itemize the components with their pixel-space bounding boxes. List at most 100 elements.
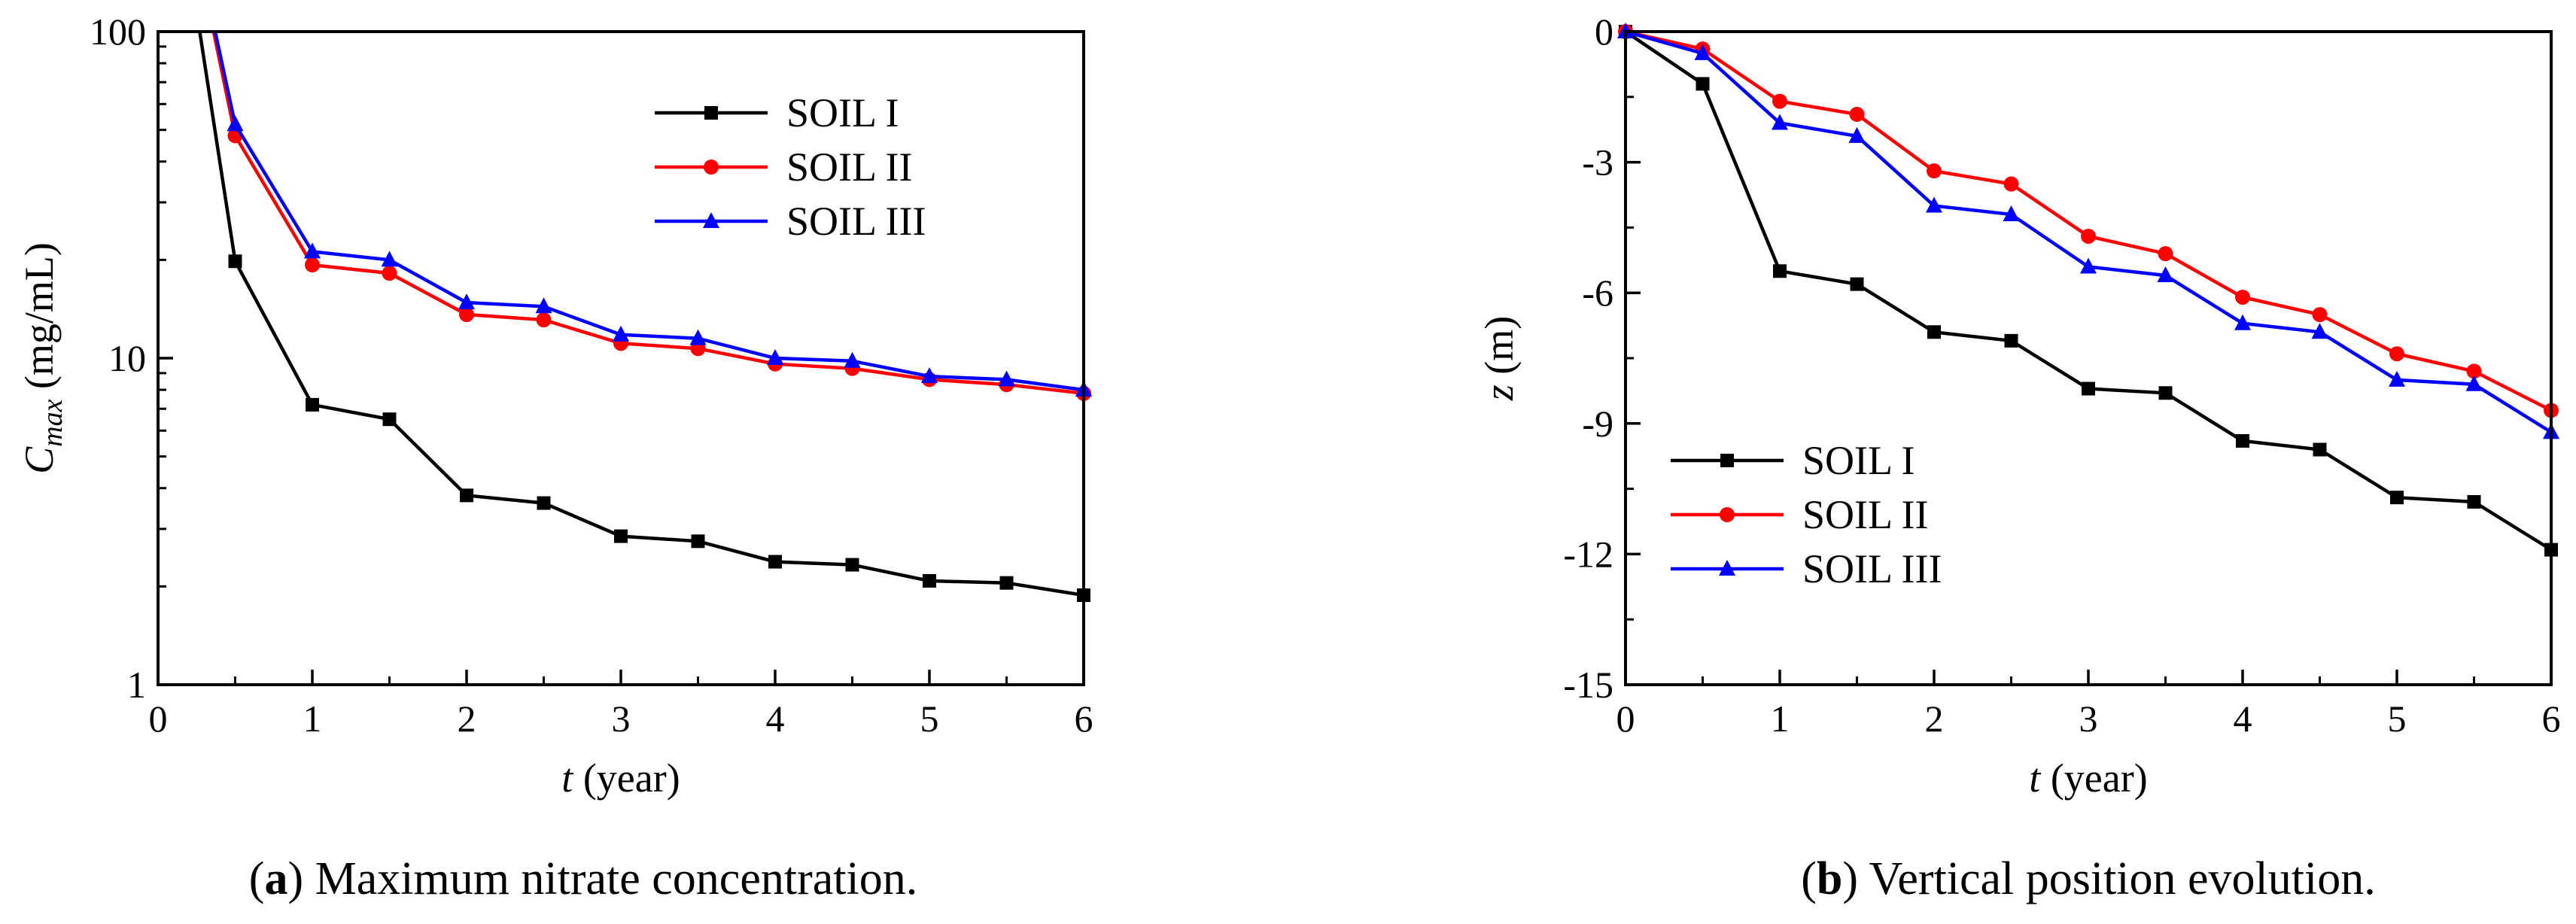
x-tick-label-b-6: 6	[2542, 698, 2561, 740]
series-line-a-3	[213, 32, 1084, 392]
x-axis-unit: (year)	[573, 755, 680, 801]
caption-paren-close: )	[287, 853, 315, 904]
legend-label-3: SOIL III	[1802, 546, 1942, 591]
y-tick-label-a-0: 1	[127, 664, 146, 706]
data-point-b-1-4	[1927, 325, 1941, 339]
y-tick-label-a-2: 100	[90, 11, 146, 53]
data-point-a-1-6	[614, 529, 628, 543]
data-point-b-1-10	[2390, 491, 2404, 505]
x-tick-label-b-1: 1	[1771, 698, 1790, 740]
x-tick-label-b-5: 5	[2388, 698, 2407, 740]
y-axis-subscript: max	[37, 399, 68, 446]
y-axis-unit: (mg/mL)	[17, 242, 62, 399]
data-point-a-2-2	[305, 257, 320, 273]
legend-marker-3	[703, 212, 719, 228]
data-point-b-2-9	[2312, 307, 2328, 323]
data-point-a-1-11	[999, 576, 1014, 590]
legend-marker-1	[1720, 454, 1734, 467]
data-point-b-1-8	[2236, 433, 2249, 448]
data-point-b-3-9	[2311, 323, 2328, 339]
legend-label-1: SOIL I	[1802, 438, 1915, 483]
x-tick-label-b-0: 0	[1616, 698, 1635, 740]
data-point-b-2-11	[2466, 363, 2482, 379]
data-point-a-1-7	[691, 534, 705, 549]
data-point-b-1-1	[1696, 77, 1710, 91]
data-point-b-2-7	[2158, 246, 2173, 262]
caption-paren-open: (	[1801, 853, 1817, 904]
x-tick-label-a-3: 3	[612, 698, 631, 740]
data-point-a-3-8	[767, 349, 783, 365]
x-tick-label-a-5: 5	[920, 698, 939, 740]
data-point-a-3-2	[304, 242, 321, 259]
x-axis-title-a: t (year)	[561, 755, 680, 801]
legend-label-2: SOIL II	[1802, 492, 1928, 537]
y-tick-label-b-3: -9	[1582, 403, 1613, 445]
y-tick-label-b-1: -3	[1582, 141, 1613, 184]
data-point-a-3-9	[844, 351, 861, 368]
x-axis-title-b: t (year)	[2029, 755, 2147, 801]
data-point-b-3-11	[2465, 375, 2483, 391]
y-tick-label-b-5: -15	[1563, 664, 1613, 706]
data-point-b-2-10	[2389, 346, 2404, 362]
y-axis-unit: (m)	[1477, 316, 1522, 384]
data-point-b-2-8	[2235, 289, 2250, 305]
data-point-b-2-2	[1772, 93, 1787, 109]
y-tick-label-a-1: 10	[108, 337, 146, 379]
x-tick-label-b-2: 2	[1925, 698, 1944, 740]
legend-marker-2	[1720, 507, 1735, 522]
y-axis-title-b: z (m)	[1477, 316, 1522, 401]
data-point-b-2-3	[1849, 106, 1865, 122]
chart-panel-b: 0 1 2 3 4 5 60-3-6-9-12-15t (year)z (m)SOIL IS…	[1477, 11, 2561, 904]
data-point-b-1-7	[2158, 386, 2173, 400]
x-axis-var: t	[2029, 755, 2042, 801]
x-tick-label-a-1: 1	[303, 698, 322, 740]
data-point-b-1-5	[2004, 333, 2018, 348]
data-point-a-3-10	[921, 367, 938, 384]
legend-marker-1	[704, 106, 718, 120]
caption-a: (a) Maximum nitrate concentration.	[249, 853, 917, 904]
data-point-a-2-4	[459, 307, 474, 323]
data-point-b-3-1	[1694, 44, 1711, 60]
data-point-a-1-3	[382, 412, 397, 427]
series-line-b-2	[1626, 32, 2551, 412]
caption-text: Vertical position evolution.	[1869, 853, 2375, 904]
data-point-b-3-7	[2157, 266, 2174, 283]
x-tick-label-a-0: 0	[149, 698, 168, 740]
x-axis-var: t	[561, 755, 574, 801]
y-axis-title-a: Cmax (mg/mL)	[17, 242, 68, 474]
x-tick-label-a-2: 2	[458, 698, 476, 740]
data-point-a-3-11	[998, 370, 1015, 387]
x-tick-label-a-6: 6	[1075, 698, 1093, 740]
data-point-b-2-6	[2081, 228, 2096, 244]
data-point-b-2-5	[2003, 176, 2019, 192]
data-point-a-1-9	[845, 558, 859, 572]
data-point-a-1-5	[537, 496, 551, 510]
data-point-a-3-5	[535, 297, 552, 314]
data-point-b-3-10	[2389, 370, 2405, 387]
legend-marker-3	[1719, 560, 1735, 576]
y-tick-label-b-0: 0	[1595, 11, 1613, 53]
data-point-a-2-3	[382, 266, 397, 281]
data-point-a-3-1	[227, 115, 244, 132]
x-tick-label-a-4: 4	[766, 698, 785, 740]
series-line-a-1	[198, 32, 1084, 597]
data-point-b-3-5	[2003, 205, 2020, 222]
series-line-a-2	[211, 32, 1084, 396]
data-point-a-3-3	[381, 251, 398, 267]
data-point-b-1-3	[1850, 277, 1864, 291]
data-point-a-1-10	[923, 573, 936, 588]
x-tick-label-b-3: 3	[2079, 698, 2098, 740]
caption-text: Maximum nitrate concentration.	[315, 853, 918, 904]
caption-paren-close: )	[1842, 853, 1869, 904]
data-point-a-1-2	[306, 397, 319, 412]
data-point-b-1-9	[2313, 442, 2327, 457]
caption-panel-label: b	[1817, 853, 1842, 904]
y-axis-var: C	[17, 446, 62, 474]
data-point-b-3-3	[1848, 126, 1866, 143]
legend-marker-2	[704, 160, 719, 175]
y-axis-var: z	[1477, 384, 1522, 401]
legend-label-3: SOIL III	[786, 199, 926, 244]
data-point-a-1-8	[768, 555, 782, 569]
y-tick-label-b-2: -6	[1582, 272, 1613, 314]
